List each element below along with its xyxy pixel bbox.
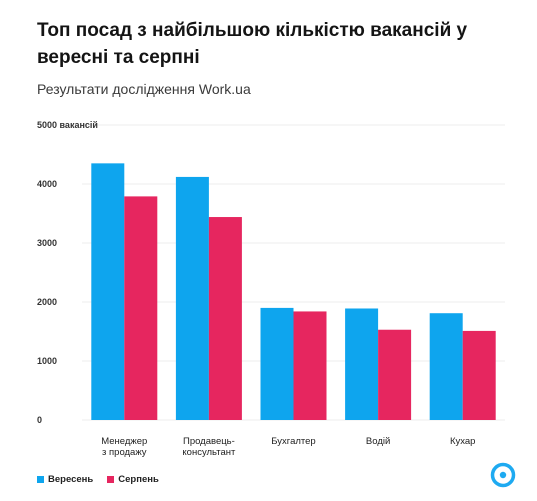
- x-tick-label: з продажу: [102, 447, 147, 458]
- bar-august: [462, 330, 496, 420]
- legend-item-august: Серпень: [107, 474, 159, 485]
- bar-september: [345, 308, 379, 420]
- x-tick-label: консультант: [182, 447, 236, 458]
- bar-september: [429, 313, 463, 420]
- y-tick-label: 5000 вакансій: [37, 120, 98, 130]
- work-ua-logo-icon: [490, 462, 516, 488]
- bar-september: [175, 176, 209, 420]
- chart-subtitle: Результати дослідження Work.ua: [37, 81, 251, 97]
- legend-label-august: Серпень: [118, 474, 159, 485]
- y-tick-label: 1000: [37, 356, 57, 366]
- y-tick-label: 3000: [37, 238, 57, 248]
- legend-label-september: Вересень: [48, 474, 94, 485]
- y-tick-label: 4000: [37, 179, 57, 189]
- bar-chart: 0 1000 2000 3000 4000 5000 вакансій Менеджерз …: [37, 120, 505, 458]
- bar-august: [124, 196, 158, 420]
- bar-september: [91, 163, 125, 420]
- bar-september: [260, 307, 294, 420]
- bar-august: [208, 217, 242, 420]
- legend-swatch-september: [37, 476, 44, 483]
- y-tick-label: 0: [37, 415, 42, 425]
- x-tick-label: Кухар: [450, 436, 476, 447]
- legend-item-september: Вересень: [37, 474, 93, 485]
- x-tick-label: Продавець-: [183, 436, 235, 447]
- bar-august: [293, 311, 327, 420]
- y-tick-label: 2000: [37, 297, 57, 307]
- chart-title: Топ посад з найбільшою кількістю вакансі…: [37, 20, 468, 68]
- legend-swatch-august: [107, 476, 115, 483]
- legend: Вересень Серпень: [37, 474, 159, 485]
- x-tick-label: Бухгалтер: [271, 436, 315, 447]
- x-tick-label: Водій: [366, 436, 390, 447]
- bar-august: [378, 329, 412, 420]
- x-tick-label: Менеджер: [101, 436, 147, 447]
